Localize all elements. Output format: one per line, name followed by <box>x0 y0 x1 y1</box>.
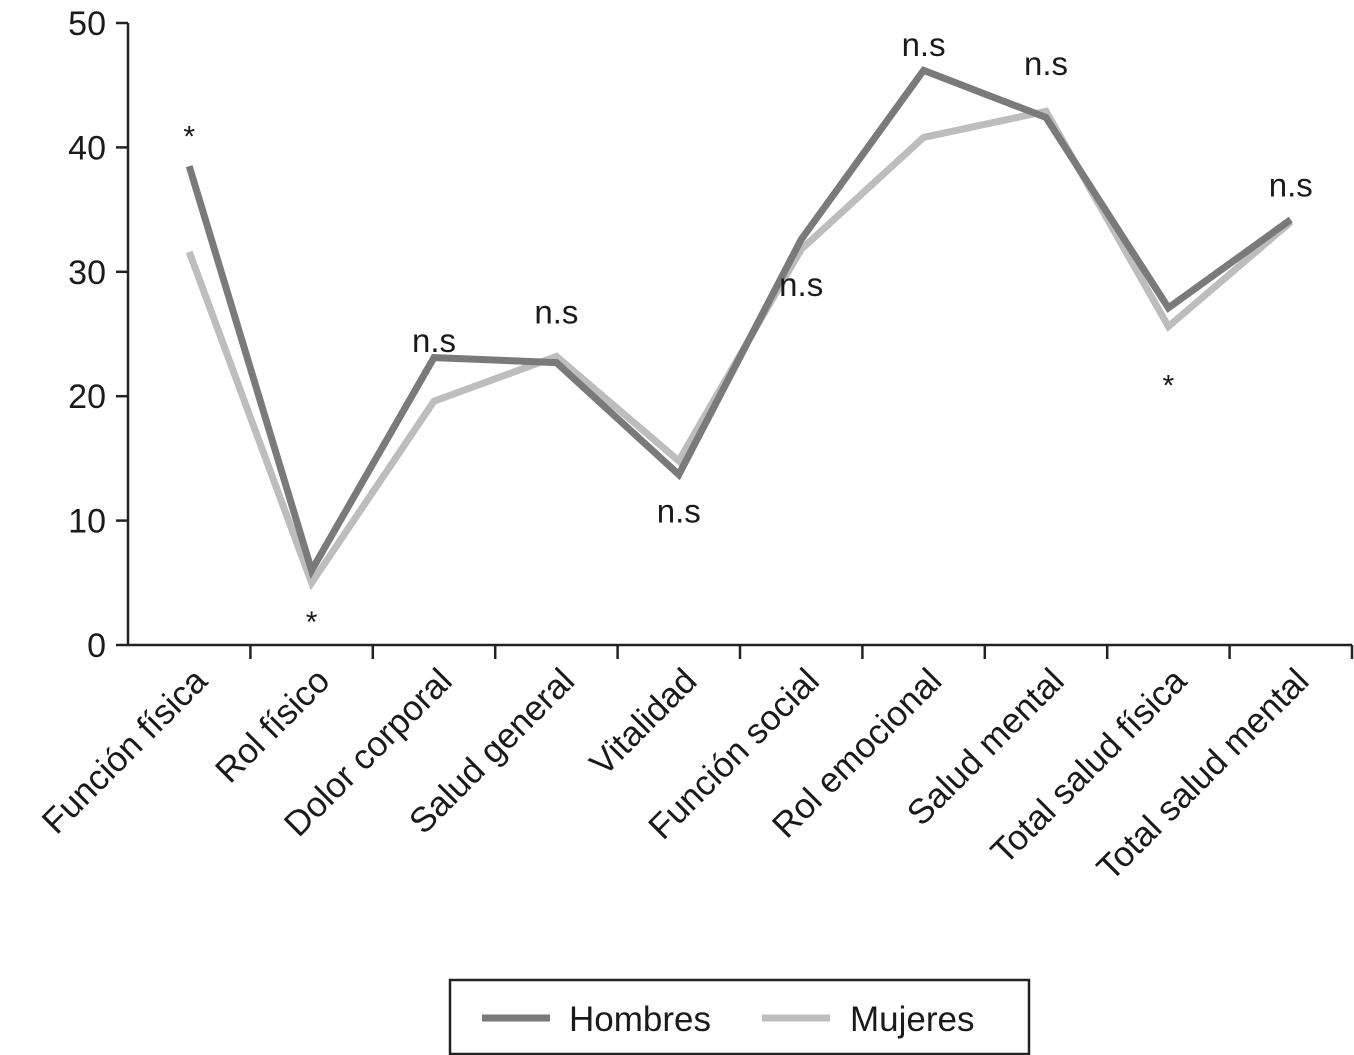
x-category-label: Total salud mental <box>1089 661 1316 888</box>
legend: Hombres Mujeres <box>448 978 1031 1055</box>
series-line-mujeres <box>185 107 1294 591</box>
significance-ns-label: n.s <box>779 266 823 303</box>
series-lines <box>185 66 1294 591</box>
y-tick-labels: 0 10 20 30 40 50 <box>68 5 106 665</box>
significance-ns-label: n.s <box>1024 45 1068 82</box>
x-category-label: Rol físico <box>208 661 337 790</box>
significance-star: * <box>306 606 318 639</box>
x-category-label: Función física <box>35 661 216 842</box>
y-tick-label: 0 <box>87 627 106 665</box>
significance-ns-label: n.s <box>534 294 578 331</box>
y-tick-label: 40 <box>68 129 106 167</box>
significance-star: * <box>1163 370 1175 403</box>
significance-ns-label: n.s <box>902 26 946 63</box>
axes <box>116 21 1354 659</box>
y-tick-label: 20 <box>68 378 106 416</box>
legend-label-hombres: Hombres <box>569 1000 711 1039</box>
y-tick-label: 50 <box>68 5 106 43</box>
x-category-label: Vitalidad <box>582 661 704 783</box>
series-line-hombres <box>185 66 1293 580</box>
y-tick-label: 10 <box>68 503 106 541</box>
y-tick-label: 30 <box>68 254 106 292</box>
significance-star: * <box>183 121 195 154</box>
legend-label-mujeres: Mujeres <box>850 1000 974 1039</box>
significance-ns-label: n.s <box>412 322 456 359</box>
significance-ns-label: n.s <box>1269 167 1313 204</box>
significance-ns-label: n.s <box>657 493 701 530</box>
significance-annotations: * * n.s n.s n.s n.s n.s n.s * n.s <box>183 26 1312 639</box>
